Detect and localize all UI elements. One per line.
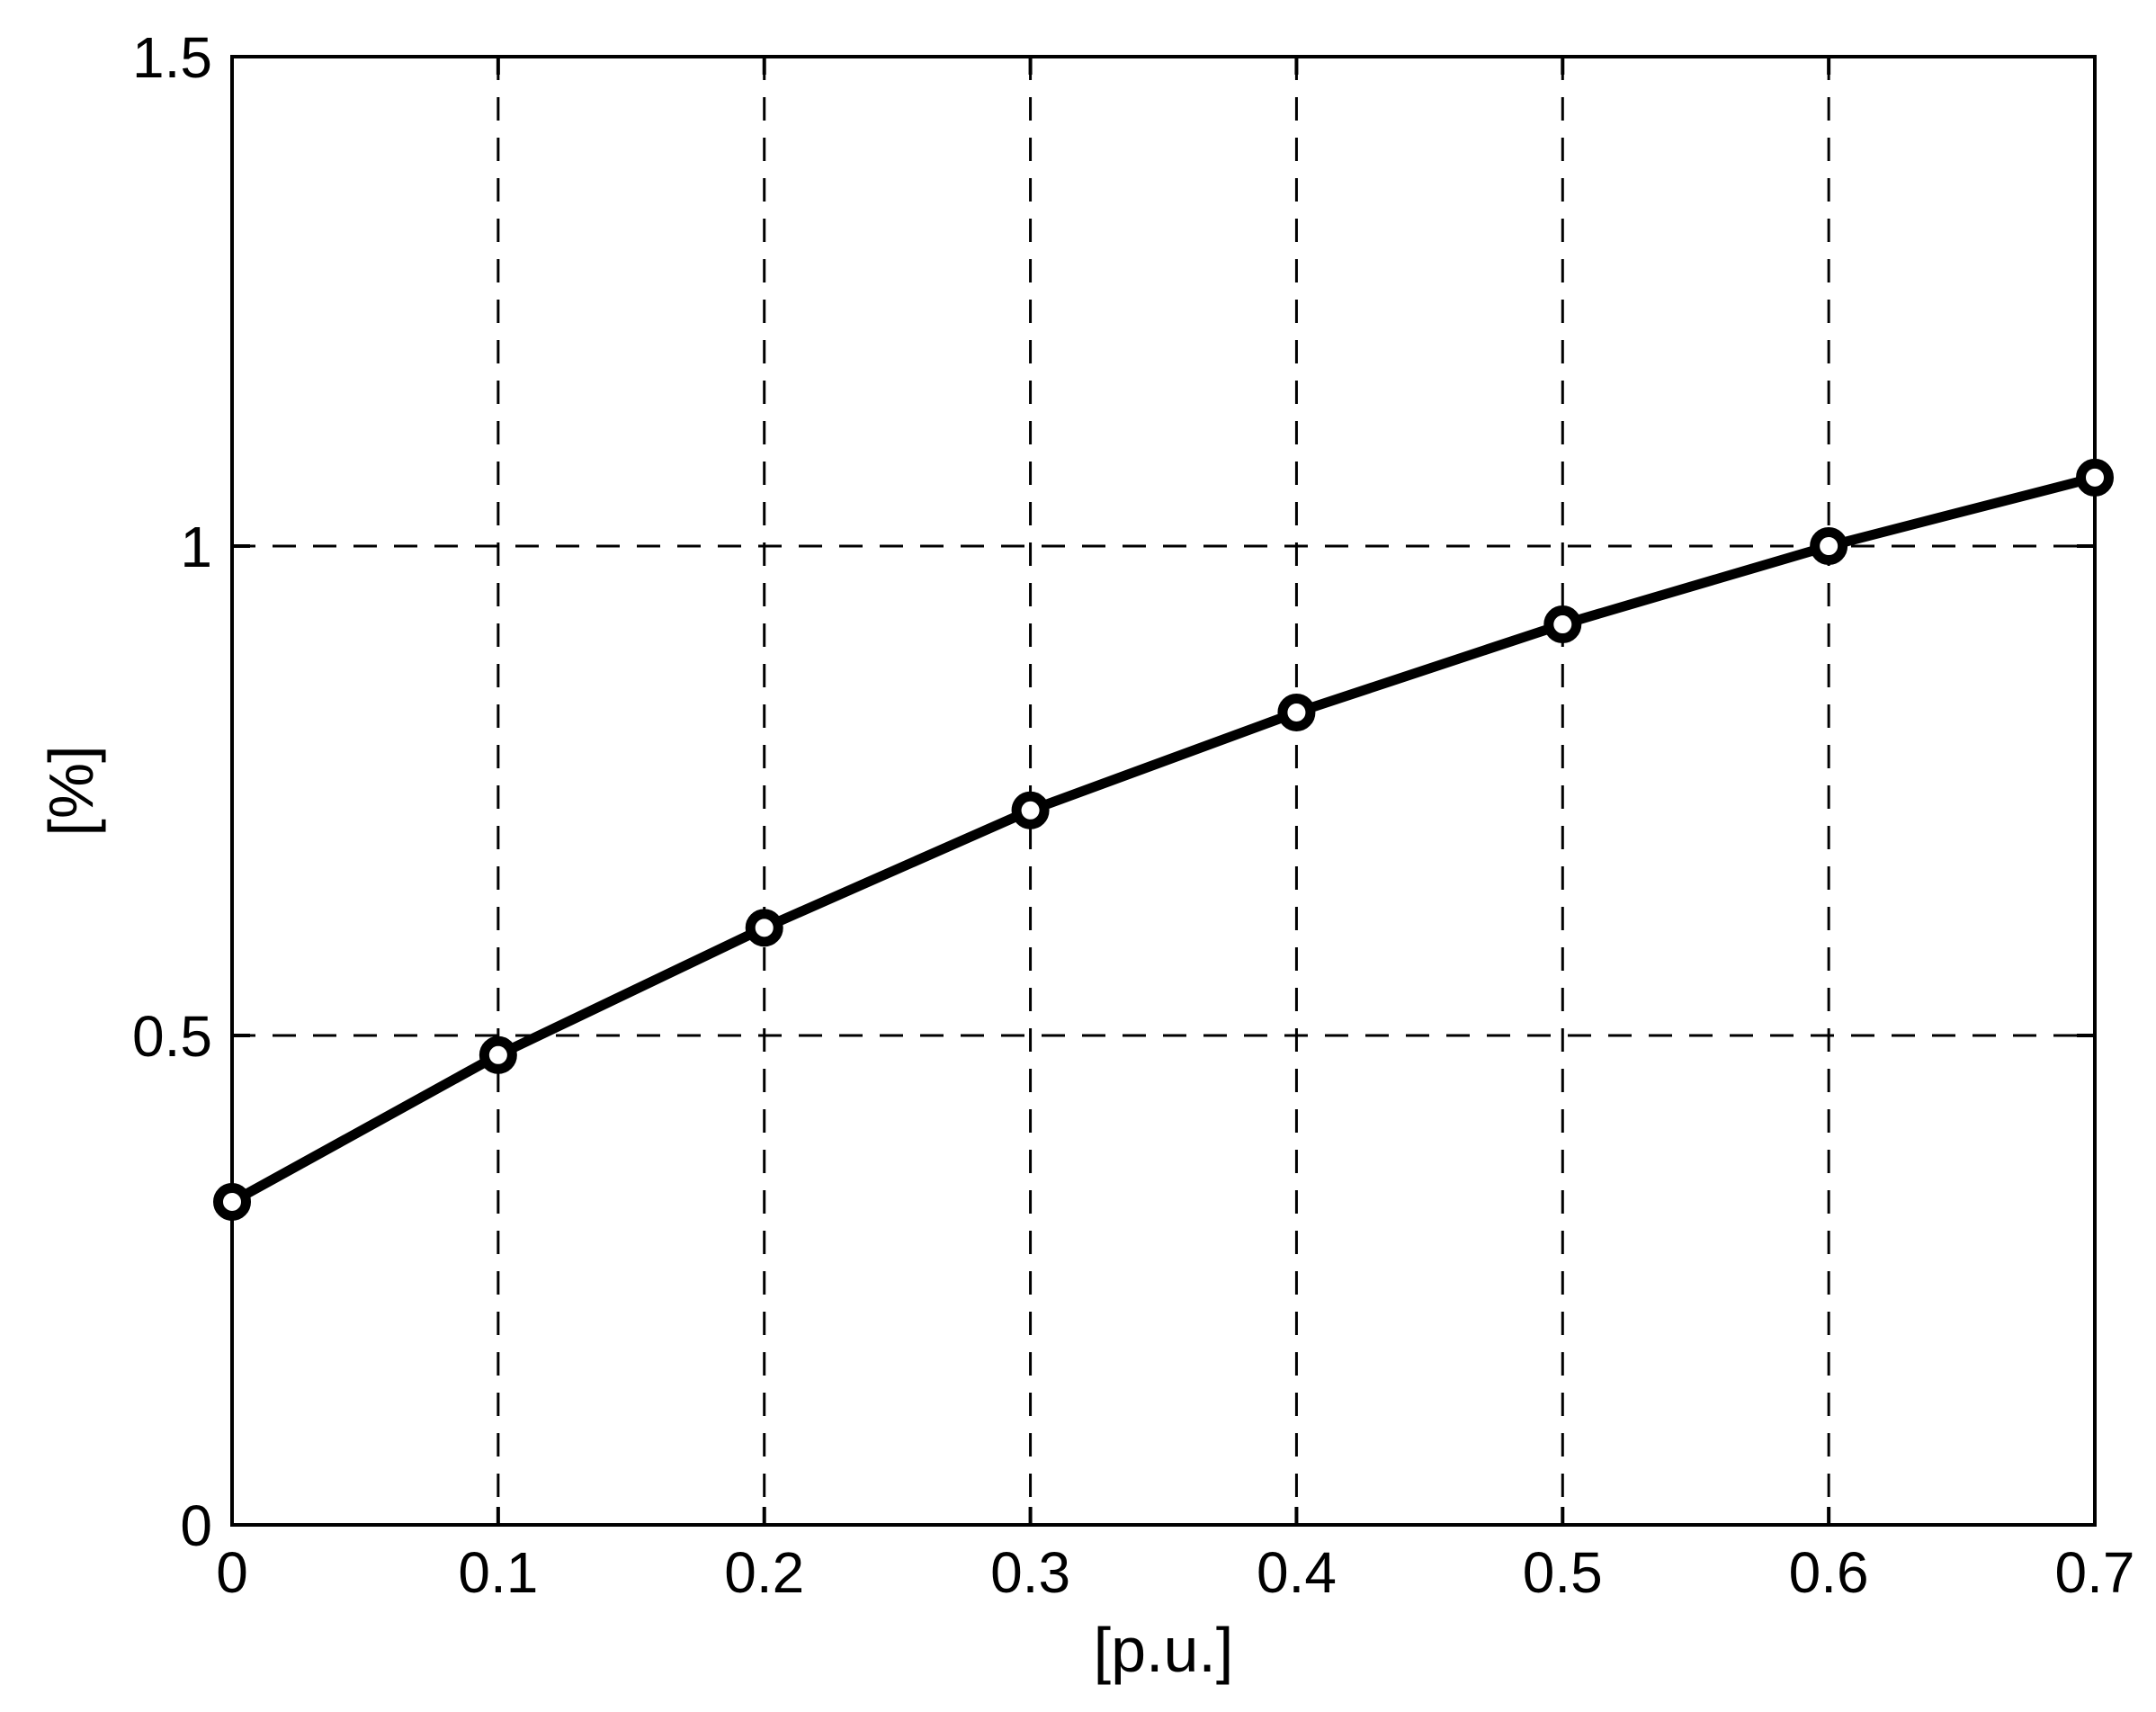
series-layer: [213, 458, 2114, 1221]
data-point-marker: [745, 909, 783, 947]
x-tick-label: 0.4: [1257, 1540, 1337, 1605]
y-tick-label: 0.5: [132, 1004, 212, 1069]
x-tick-label: 0.2: [724, 1540, 804, 1605]
data-point-marker: [1810, 527, 1848, 565]
y-tick-label: 1: [180, 515, 212, 579]
series-line: [227, 472, 2100, 1207]
x-axis-label: [p.u.]: [1094, 1615, 1234, 1685]
x-tick-label: 0.7: [2055, 1540, 2135, 1605]
data-point-marker: [1277, 693, 1316, 731]
x-tick-label: 0.3: [990, 1540, 1070, 1605]
x-tick-label: 0: [216, 1540, 248, 1605]
x-tick-label: 0.1: [458, 1540, 538, 1605]
y-tick-label: 0: [180, 1493, 212, 1558]
x-tick-label: 0.5: [1523, 1540, 1603, 1605]
data-point-marker: [479, 1035, 517, 1074]
data-point-marker: [1543, 605, 1582, 644]
x-tick-label: 0.6: [1789, 1540, 1869, 1605]
data-point-marker: [2076, 458, 2114, 497]
axes-layer: 0 0.1 0.2 0.3 0.4 0.5 0.6 0.7 0 0.5 1 1.5: [132, 25, 2134, 1605]
data-point-marker: [213, 1182, 251, 1221]
grid-layer: [232, 57, 2095, 1525]
plot-box: [230, 55, 2097, 1527]
y-tick-label: 1.5: [132, 25, 212, 90]
y-axis-label: [%]: [36, 745, 106, 836]
data-point-marker: [1011, 791, 1050, 829]
